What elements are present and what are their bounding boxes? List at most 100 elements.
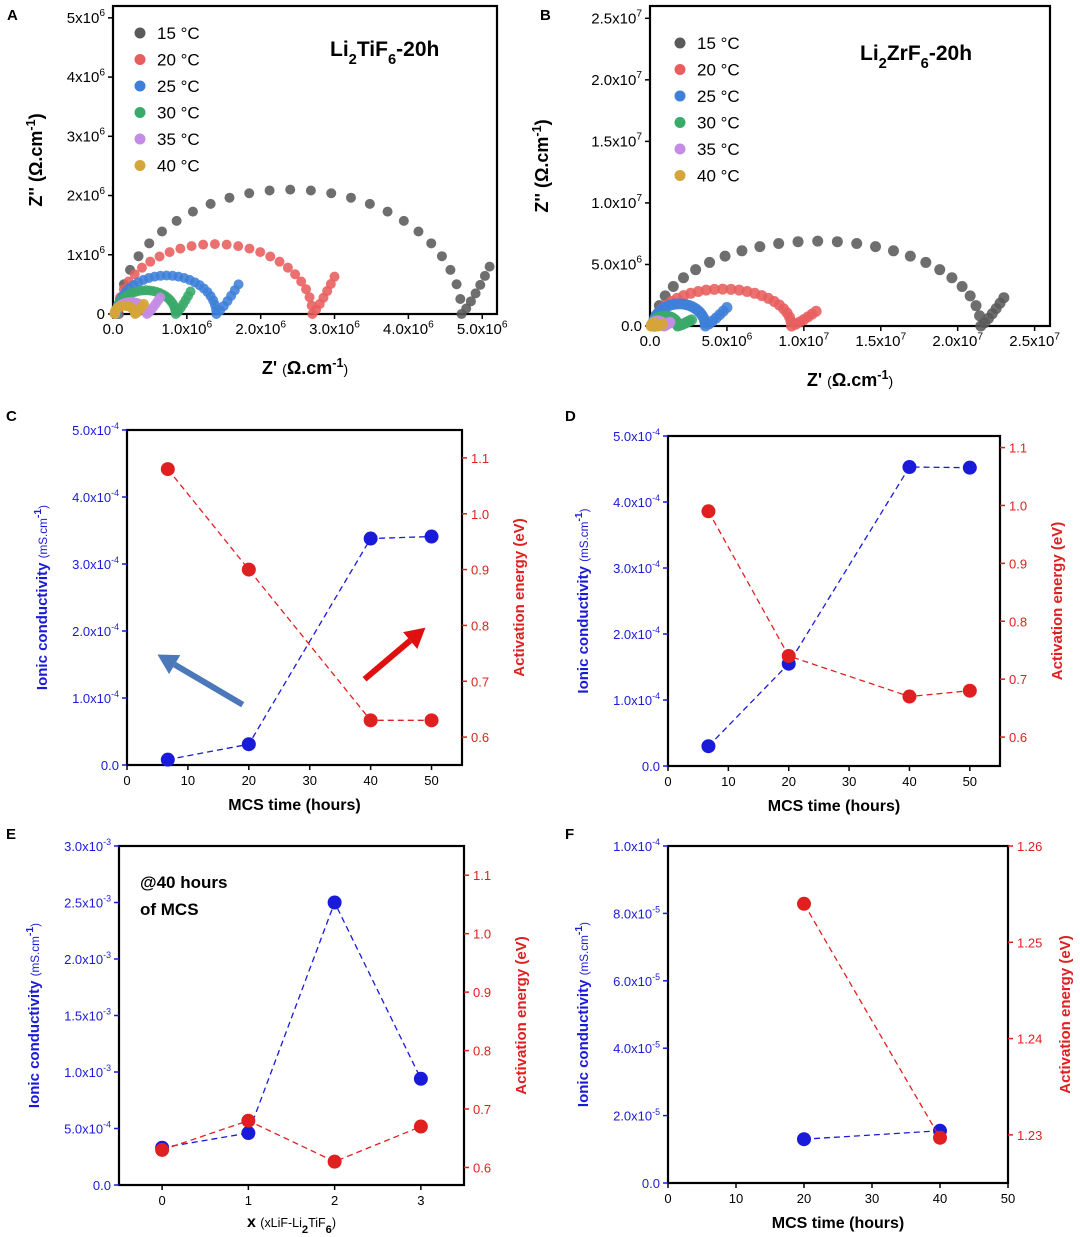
legend-label: 30 °C [697, 114, 740, 133]
data-point [224, 192, 235, 203]
data-point [465, 296, 476, 307]
y2-tick-label: 1.1 [1009, 441, 1027, 456]
x-axis-label: Z' (Ω.cm-1) [807, 368, 893, 390]
y2-tick-label: 0.8 [471, 618, 489, 633]
data-point [187, 206, 198, 217]
data-point [946, 272, 958, 284]
data-point [677, 272, 689, 284]
data-point [326, 188, 337, 199]
y-axis-label: Ionic conductivity (mS.cm-1) [573, 508, 592, 693]
panel-letter: A [7, 7, 18, 24]
y2-tick-label: 0.9 [473, 985, 491, 1000]
legend-marker [134, 54, 146, 65]
x-tick-label: 50 [1001, 1191, 1015, 1206]
x-tick-label: 0 [123, 773, 130, 788]
y2-tick-label: 0.6 [1009, 730, 1027, 745]
trend-arrow-head [157, 654, 181, 675]
annotation-text: @40 hours [140, 873, 227, 892]
data-point [301, 284, 312, 295]
data-point [719, 250, 731, 262]
series-25C [111, 270, 244, 319]
data-point [725, 283, 737, 295]
plot-frame [117, 844, 466, 1187]
data-point [198, 239, 209, 250]
ionic-conductivity-line [803, 1130, 941, 1140]
legend-label: 25 °C [157, 77, 200, 96]
x-tick-label: 10 [181, 773, 195, 788]
activation-energy-point [363, 713, 378, 728]
x-tick-label: 30 [302, 773, 316, 788]
panel-letter: C [6, 408, 17, 425]
y-tick-label: 2.5x107 [591, 9, 642, 28]
ionic-conductivity-point [241, 737, 256, 752]
data-point [436, 251, 447, 262]
x-axis-label: x (xLiF-Li2TiF6) [247, 1214, 336, 1236]
x-tick-label: 30 [842, 774, 856, 789]
legend-label: 15 °C [157, 24, 200, 43]
activation-energy-point [424, 713, 439, 728]
activation-energy-point [902, 689, 917, 704]
x-tick-label: 40 [363, 773, 377, 788]
legend-label: 20 °C [697, 61, 740, 80]
legend-marker [674, 117, 686, 128]
y-axis-label: Ionic conductivity (mS.cm-1) [24, 923, 43, 1108]
ionic-conductivity-point [327, 895, 342, 910]
data-point [998, 292, 1010, 304]
y-axis-label: Z'' (Ω.cm-1) [530, 119, 552, 212]
data-point [475, 279, 486, 290]
annotation-text: of MCS [140, 900, 199, 919]
activation-energy-point [241, 562, 256, 577]
data-point [445, 264, 456, 275]
data-point [209, 239, 220, 250]
legend-label: 35 °C [157, 130, 200, 149]
chart-title: Li2TiF6-20h [330, 38, 439, 68]
y-tick-label: 3.0x10-4 [613, 559, 660, 576]
data-point [484, 261, 495, 272]
data-point [754, 241, 766, 253]
y-tick-label: 1.0x10-4 [613, 691, 660, 708]
chart-panel-d: D 0 10 20 30 40 50 0.0 1.0x10-4 2.0x10-4 3.0x10-4 4… [565, 408, 1066, 815]
y-tick-label: 1.0x107 [591, 193, 642, 212]
data-point [264, 185, 275, 196]
legend-marker [134, 160, 146, 171]
y-tick-label: 6.0x10-5 [613, 972, 660, 989]
data-point [690, 264, 702, 276]
data-point [144, 238, 155, 249]
y-axis-label: Ionic conductivity (mS.cm-1) [573, 922, 592, 1107]
y2-tick-label: 0.7 [473, 1102, 491, 1117]
x-tick-label: 1.0x106 [161, 319, 212, 338]
legend-label: 35 °C [697, 140, 740, 159]
y-tick-label: 1.5x10-3 [64, 1007, 111, 1024]
activation-energy-line [803, 903, 941, 1139]
x-tick-label: 2 [331, 1193, 338, 1208]
chart-title: Li2ZrF6-20h [860, 42, 972, 72]
data-point [186, 241, 197, 252]
data-point [717, 283, 729, 295]
y2-tick-label: 1.0 [1009, 498, 1027, 513]
x-axis-label: MCS time (hours) [772, 1215, 904, 1232]
y2-tick-label: 0.8 [1009, 614, 1027, 629]
data-point [296, 276, 307, 287]
series-40C [645, 318, 668, 332]
data-point [136, 262, 147, 273]
legend-marker [134, 107, 146, 118]
data-point [708, 283, 720, 295]
data-point [244, 243, 255, 254]
data-point [455, 294, 466, 305]
legend-marker [134, 133, 146, 145]
legend-marker [674, 37, 686, 49]
series-15C [649, 235, 1010, 332]
y2-tick-label: 1.1 [473, 868, 491, 883]
x-tick-label: 0 [664, 1191, 671, 1206]
legend-label: 25 °C [697, 87, 740, 106]
y-tick-label: 2.0x107 [591, 70, 642, 89]
y2-tick-label: 0.7 [471, 674, 489, 689]
x-tick-label: 1.0x107 [778, 331, 829, 350]
data-point [154, 251, 165, 262]
data-point [345, 192, 356, 203]
y2-axis-label: Activation energy (eV) [511, 518, 528, 676]
legend-label: 40 °C [697, 167, 740, 186]
y-tick-label: 5.0x10-4 [72, 421, 119, 438]
y-tick-label: 5.0x10-4 [613, 427, 660, 444]
data-point [686, 314, 698, 326]
